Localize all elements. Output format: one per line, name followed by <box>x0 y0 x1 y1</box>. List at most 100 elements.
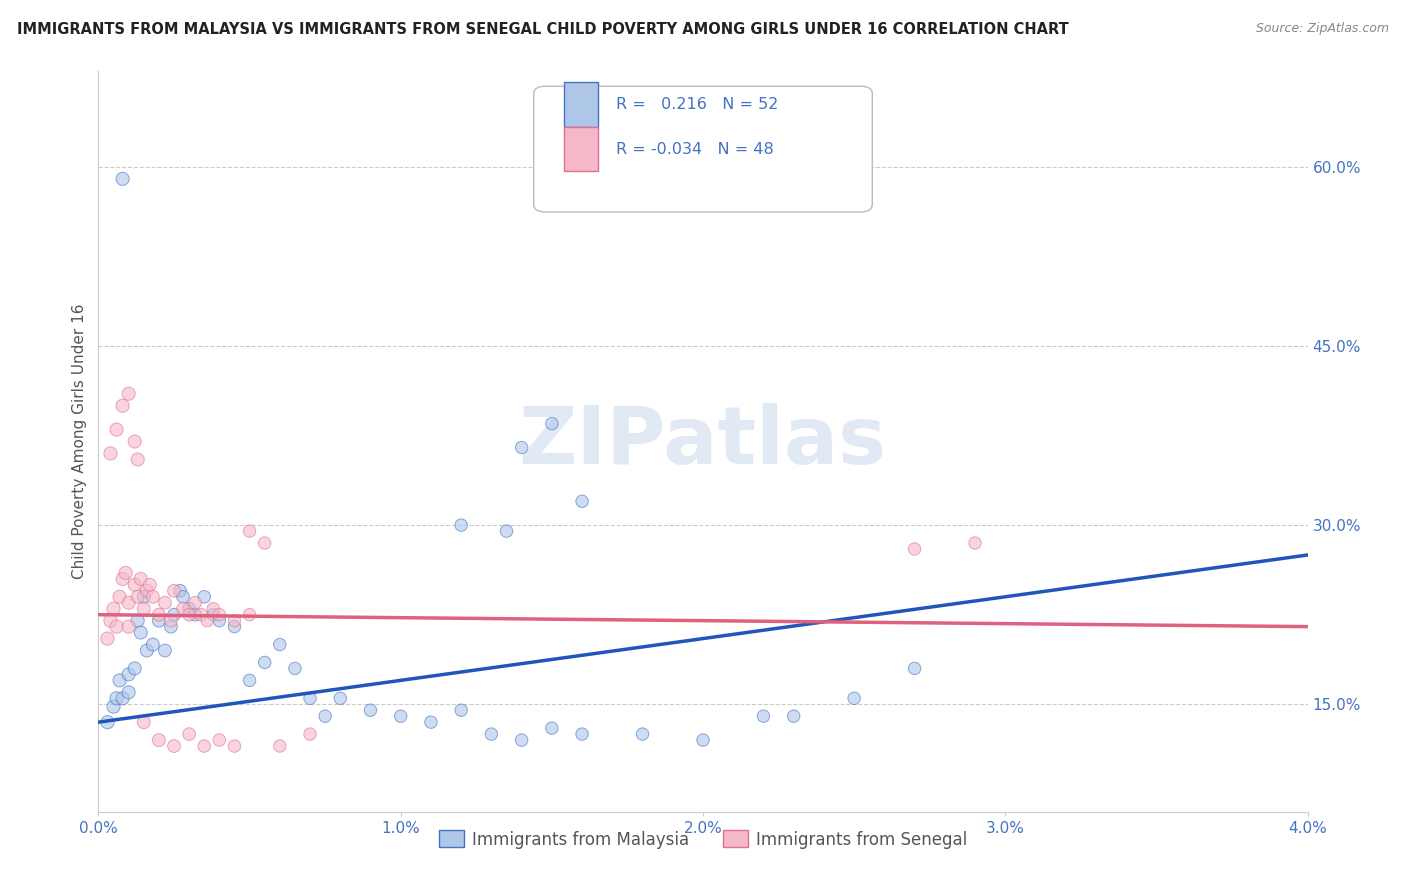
Point <box>314 709 336 723</box>
Point <box>163 739 186 753</box>
Point <box>153 643 176 657</box>
Point <box>904 661 927 675</box>
Point <box>132 590 155 604</box>
Point <box>100 614 122 628</box>
Point <box>269 638 291 652</box>
Point <box>329 691 352 706</box>
Point <box>202 607 225 622</box>
Point <box>129 625 152 640</box>
Point <box>103 601 125 615</box>
Point <box>127 452 149 467</box>
Point <box>127 614 149 628</box>
Point <box>571 494 593 508</box>
Point <box>135 583 157 598</box>
Point <box>160 620 183 634</box>
FancyBboxPatch shape <box>564 127 598 171</box>
Point <box>450 518 472 533</box>
Point <box>631 727 654 741</box>
Point <box>420 715 443 730</box>
Point <box>965 536 987 550</box>
Point <box>224 620 246 634</box>
Point <box>224 739 246 753</box>
Point <box>105 423 128 437</box>
Point <box>142 590 165 604</box>
Point <box>208 614 231 628</box>
Point <box>118 596 141 610</box>
Point <box>118 620 141 634</box>
Point <box>118 685 141 699</box>
Text: R =   0.216   N = 52: R = 0.216 N = 52 <box>616 97 779 112</box>
Point <box>540 417 562 431</box>
Point <box>135 643 157 657</box>
Point <box>124 578 146 592</box>
Point <box>139 578 162 592</box>
Point <box>111 572 134 586</box>
Text: R = -0.034   N = 48: R = -0.034 N = 48 <box>616 142 773 157</box>
Point <box>193 739 215 753</box>
Point <box>202 601 225 615</box>
Point <box>540 721 562 735</box>
Point <box>169 583 191 598</box>
Point <box>253 656 276 670</box>
Point <box>190 607 212 622</box>
Point <box>239 673 262 688</box>
Point <box>239 607 262 622</box>
Point <box>108 590 131 604</box>
Point <box>153 596 176 610</box>
Point <box>571 727 593 741</box>
Point <box>103 699 125 714</box>
Point <box>692 733 714 747</box>
Point <box>163 607 186 622</box>
Point <box>172 590 194 604</box>
Point <box>179 727 201 741</box>
Point <box>195 614 218 628</box>
Point <box>148 614 170 628</box>
Point <box>389 709 412 723</box>
Point <box>783 709 806 723</box>
Point <box>253 536 276 550</box>
FancyBboxPatch shape <box>564 82 598 127</box>
Point <box>142 638 165 652</box>
Text: ZIPatlas: ZIPatlas <box>519 402 887 481</box>
FancyBboxPatch shape <box>534 87 872 212</box>
Point <box>114 566 136 580</box>
Point <box>111 399 134 413</box>
Point <box>193 590 215 604</box>
Point <box>96 715 118 730</box>
Point <box>148 607 170 622</box>
Point <box>299 691 322 706</box>
Point <box>111 691 134 706</box>
Point <box>96 632 118 646</box>
Point <box>124 434 146 449</box>
Point <box>105 620 128 634</box>
Point <box>179 601 201 615</box>
Point <box>184 596 207 610</box>
Point <box>510 733 533 747</box>
Point <box>118 386 141 401</box>
Point <box>904 541 927 556</box>
Point <box>163 583 186 598</box>
Point <box>108 673 131 688</box>
Point <box>360 703 382 717</box>
Point <box>111 171 134 186</box>
Point <box>160 614 183 628</box>
Point <box>148 733 170 747</box>
Point <box>118 667 141 681</box>
Point <box>124 661 146 675</box>
Point <box>184 607 207 622</box>
Point <box>269 739 291 753</box>
Point <box>752 709 775 723</box>
Point <box>208 607 231 622</box>
Point <box>132 601 155 615</box>
Point <box>299 727 322 741</box>
Point <box>284 661 307 675</box>
Point <box>844 691 866 706</box>
Point <box>208 733 231 747</box>
Point <box>481 727 503 741</box>
Legend: Immigrants from Malaysia, Immigrants from Senegal: Immigrants from Malaysia, Immigrants fro… <box>432 823 974 855</box>
Point <box>450 703 472 717</box>
Point <box>510 441 533 455</box>
Point <box>179 607 201 622</box>
Point <box>127 590 149 604</box>
Text: Source: ZipAtlas.com: Source: ZipAtlas.com <box>1256 22 1389 36</box>
